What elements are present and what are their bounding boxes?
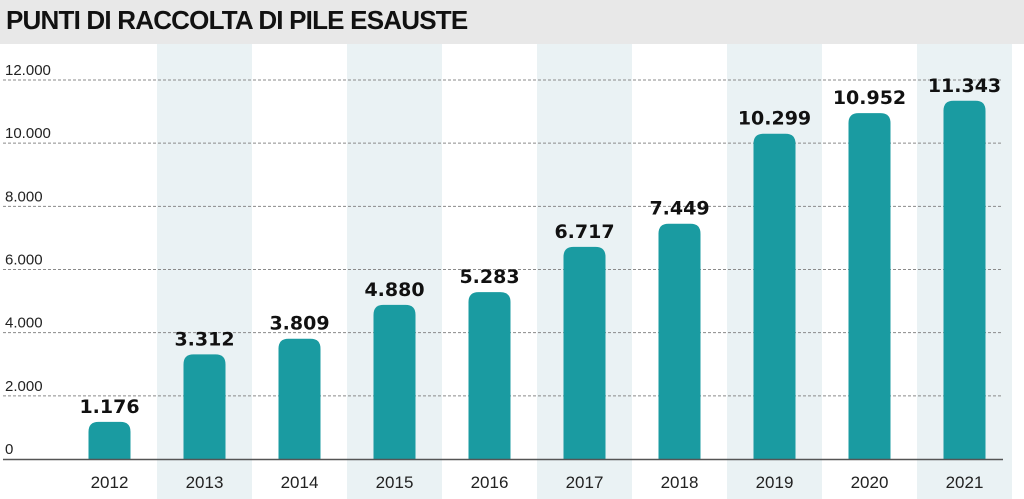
bar-2021 [943, 100, 986, 460]
data-label-2017: 6.717 [554, 221, 614, 243]
data-label-2021: 11.343 [928, 75, 1001, 97]
y-tick-label: 8.000 [5, 188, 43, 205]
bar-2017 [563, 246, 606, 459]
bar-2020 [848, 113, 891, 459]
chart-title: PUNTI DI RACCOLTA DI PILE ESAUSTE [6, 5, 468, 35]
bar-2015 [373, 304, 416, 459]
bars [88, 100, 986, 460]
y-tick-label: 0 [5, 441, 13, 458]
x-tick-label-2019: 2019 [756, 473, 794, 492]
bar-2016 [468, 292, 511, 459]
y-tick-label: 6.000 [5, 252, 43, 269]
x-tick-label-2020: 2020 [851, 473, 889, 492]
y-tick-label: 4.000 [5, 315, 43, 332]
x-tick-label-2015: 2015 [376, 473, 414, 492]
bar-2018 [658, 223, 701, 459]
y-tick-label: 12.000 [5, 62, 51, 79]
title-bar [0, 0, 1024, 44]
bar-2013 [183, 354, 226, 459]
x-tick-label-2017: 2017 [566, 473, 604, 492]
x-tick-label-2021: 2021 [946, 473, 984, 492]
x-tick-label-2016: 2016 [471, 473, 509, 492]
data-label-2020: 10.952 [833, 87, 906, 109]
x-axis-tick-labels: 2012 2013 2014 2015 2016 2017 2018 2019 2020 2021 [91, 473, 984, 492]
y-tick-label: 10.000 [5, 125, 51, 142]
bar-2014 [278, 338, 321, 459]
data-label-2013: 3.312 [174, 328, 234, 350]
bar-2012 [88, 421, 131, 459]
data-label-2016: 5.283 [459, 266, 519, 288]
x-tick-label-2018: 2018 [661, 473, 699, 492]
x-tick-label-2014: 2014 [281, 473, 319, 492]
x-tick-label-2012: 2012 [91, 473, 129, 492]
data-label-2019: 10.299 [738, 108, 811, 130]
data-label-2012: 1.176 [79, 396, 139, 418]
data-label-2018: 7.449 [649, 198, 709, 220]
data-label-2015: 4.880 [364, 279, 424, 301]
x-tick-label-2013: 2013 [186, 473, 224, 492]
y-tick-label: 2.000 [5, 378, 43, 395]
data-labels: 1.176 3.312 3.809 4.880 5.283 6.717 7.449 10.29… [79, 75, 1001, 418]
y-axis-tick-labels: 0 2.000 4.000 6.000 8.000 10.000 12.000 [5, 62, 51, 458]
data-label-2014: 3.809 [269, 313, 329, 335]
bar-2019 [753, 133, 796, 459]
